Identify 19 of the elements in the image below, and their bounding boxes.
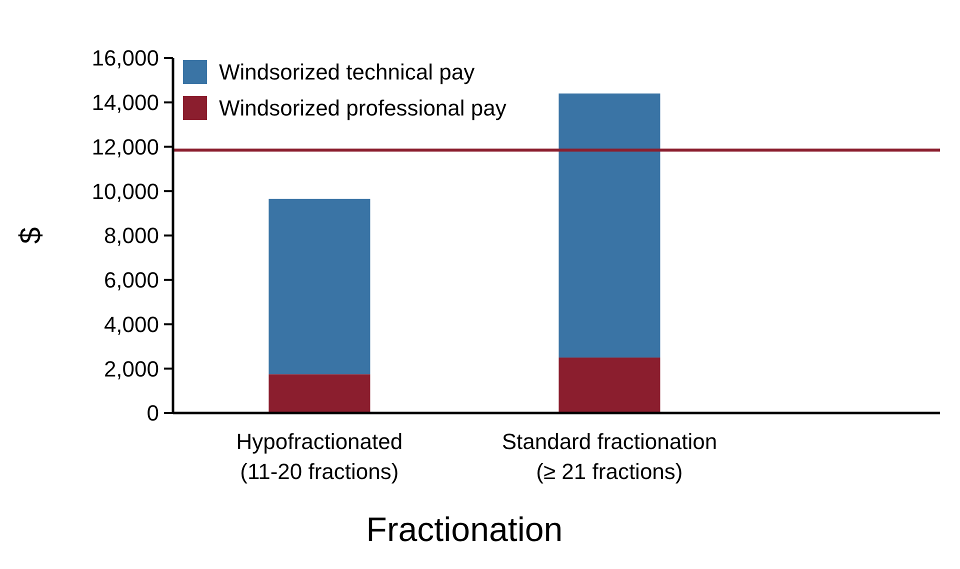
y-tick-label: 6,000 xyxy=(104,268,159,293)
bar xyxy=(558,94,660,358)
y-tick-label: 0 xyxy=(146,400,159,426)
bar xyxy=(268,374,370,413)
x-tick-label: Standard fractionation (≥ 21 fractions) xyxy=(502,429,718,484)
y-tick-label: 4,000 xyxy=(104,312,159,337)
x-tick-label: Hypofractionated (11-20 fractions) xyxy=(236,429,403,484)
legend-label: Windsorized professional pay xyxy=(219,96,506,121)
y-tick-label: 8,000 xyxy=(104,223,159,248)
y-tick-label: 16,000 xyxy=(92,46,159,71)
y-axis-title: $ xyxy=(14,226,48,244)
y-tick-label: 10,000 xyxy=(92,178,159,204)
bar xyxy=(558,358,660,413)
y-tick-label: 12,000 xyxy=(92,134,159,160)
bar xyxy=(268,198,370,374)
y-tick-label: 2,000 xyxy=(104,356,159,382)
legend-label: Windsorized technical pay xyxy=(219,60,475,85)
y-tick-label: 14,000 xyxy=(92,90,159,116)
x-axis-title: Fractionation xyxy=(366,511,563,549)
